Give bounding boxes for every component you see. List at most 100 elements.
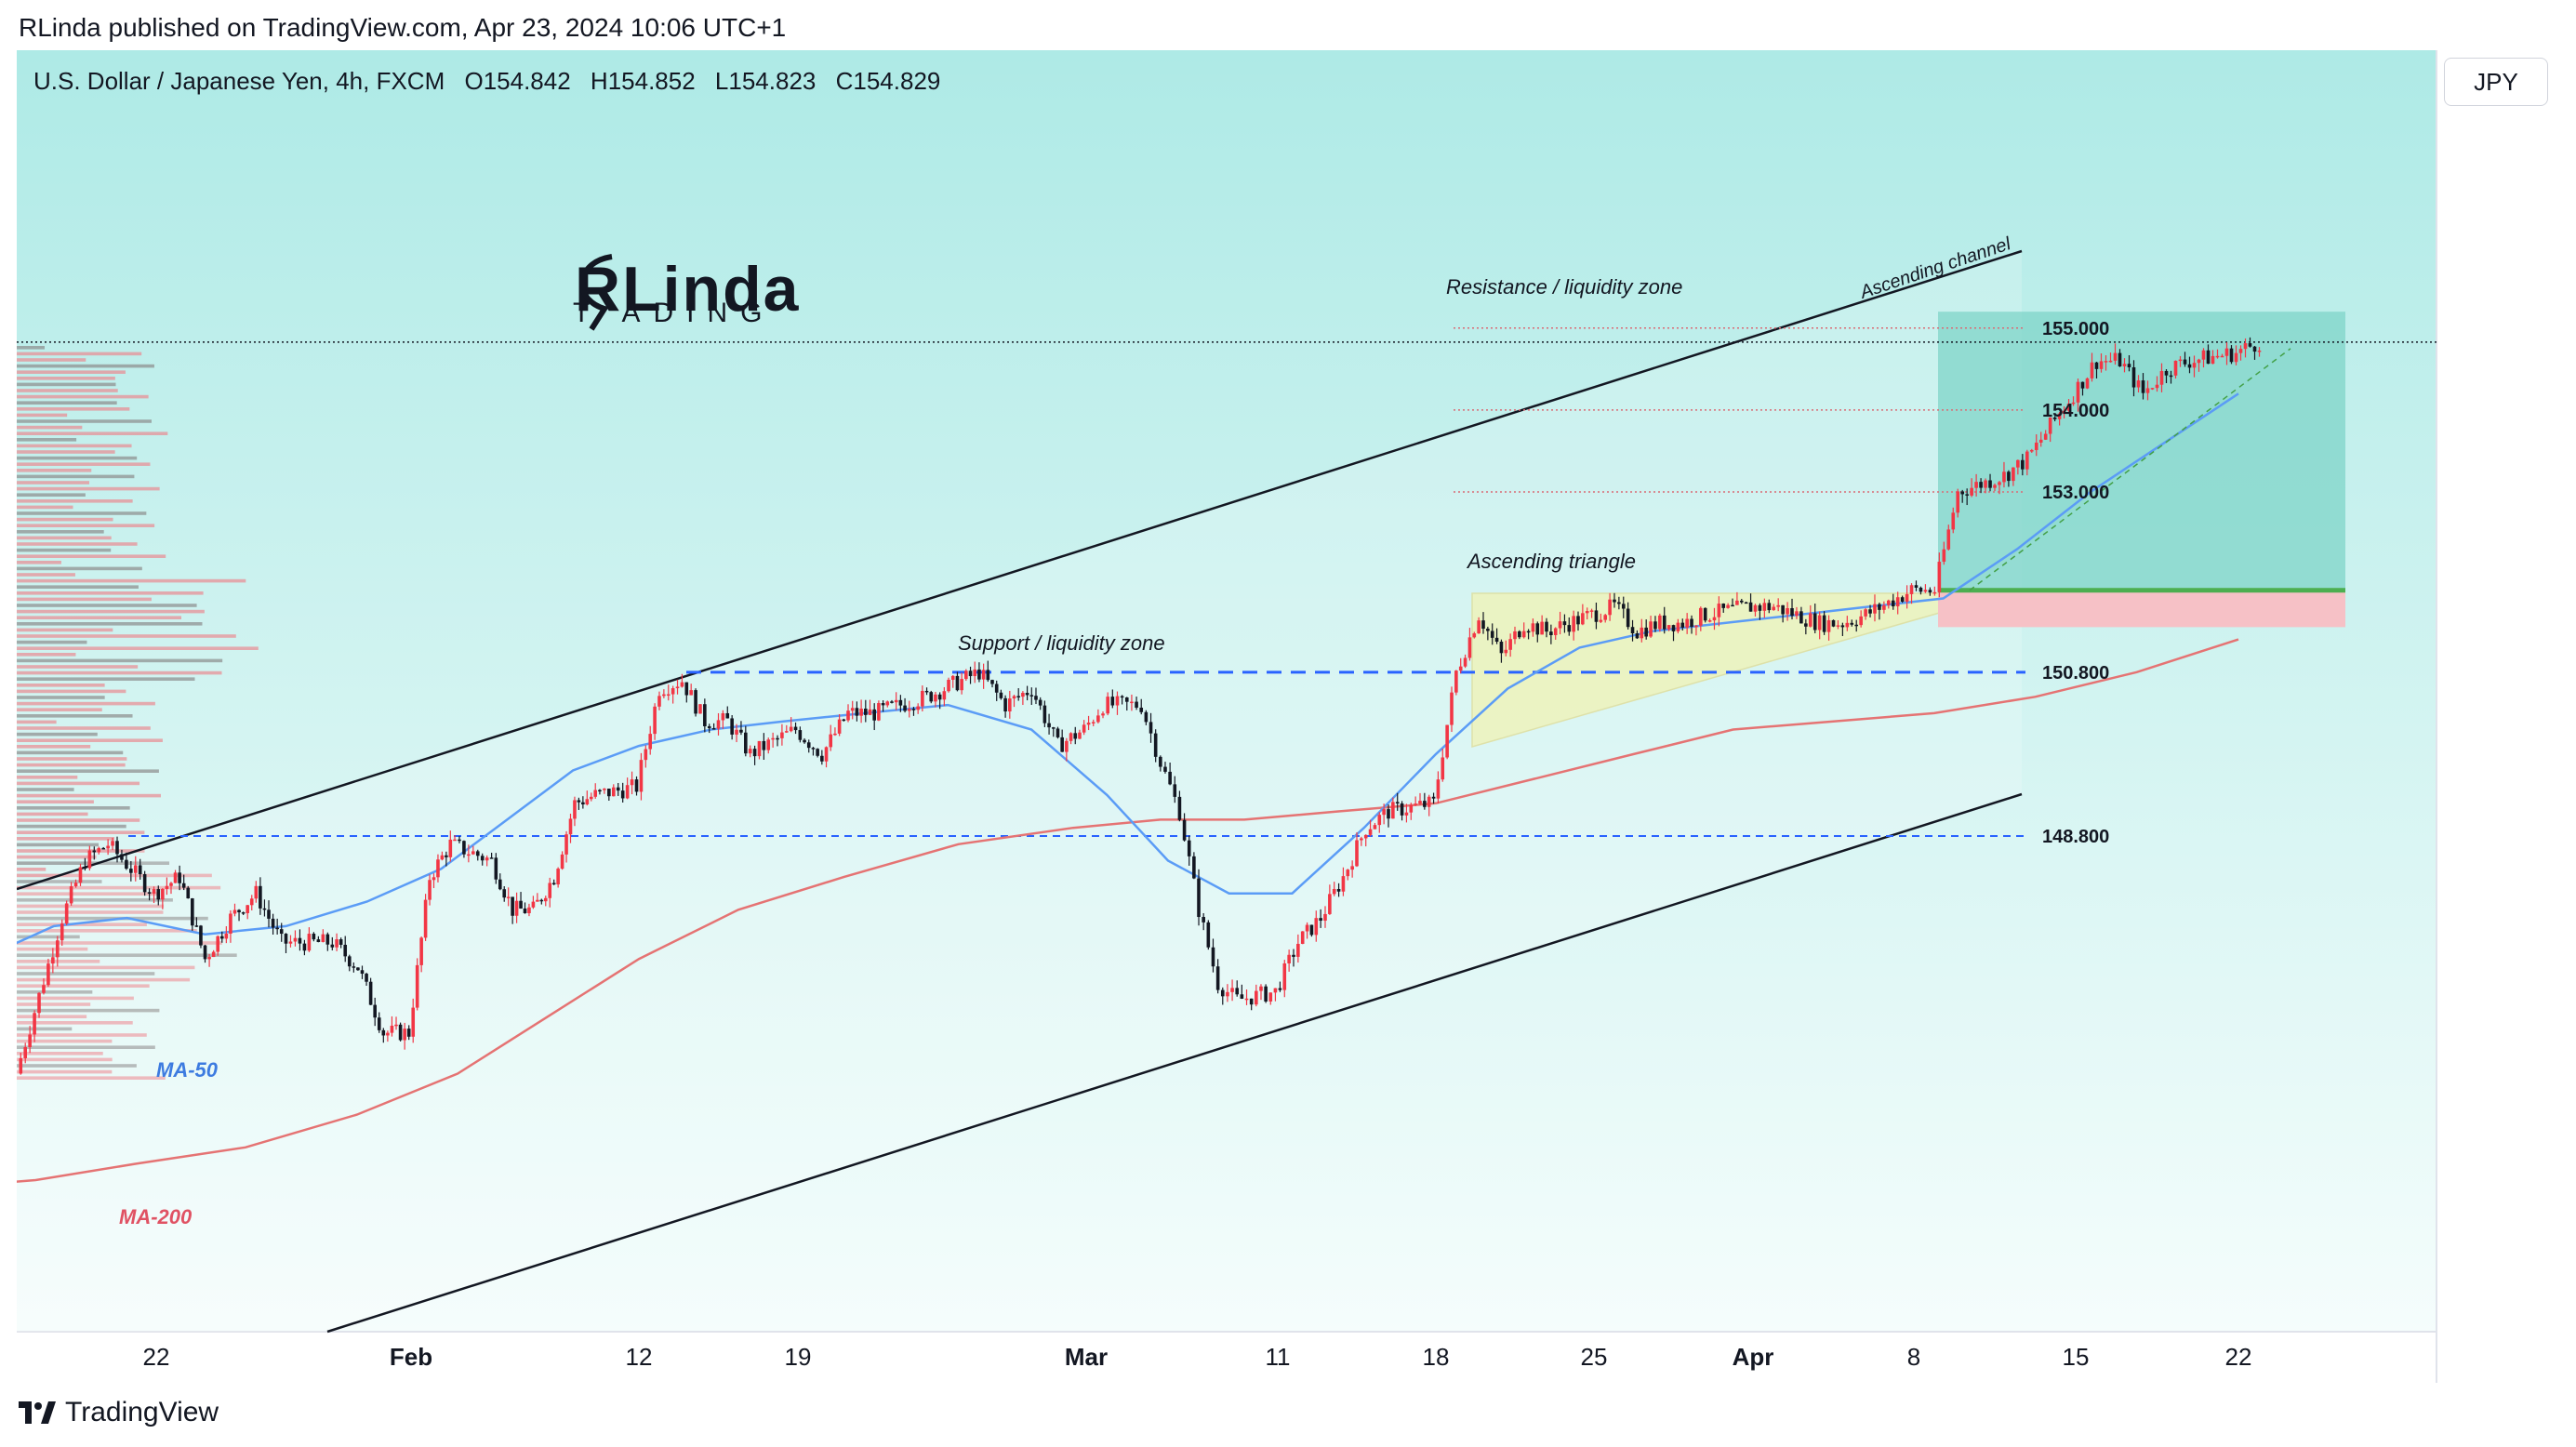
candle-body [1368, 829, 1373, 835]
candle-body [1282, 962, 1287, 990]
candle-body [1120, 696, 1124, 698]
candle-body [1220, 989, 1225, 997]
volume-profile-bar [17, 708, 102, 711]
candle-body [1521, 631, 1526, 638]
candle-body [271, 918, 275, 928]
candle-body [1259, 986, 1263, 991]
candle-body [543, 897, 548, 902]
volume-profile-bar [17, 658, 223, 663]
candle-body [1965, 494, 1969, 496]
candle-body [1445, 724, 1449, 758]
candle-body [1029, 695, 1034, 697]
candle-body [689, 690, 693, 696]
volume-profile-bar [17, 469, 92, 472]
tradingview-brand[interactable]: TradingView [65, 1397, 219, 1427]
candle-body [1268, 992, 1273, 1002]
volume-profile-bar [17, 941, 222, 945]
publisher-header: RLinda published on TradingView.com, Apr… [19, 13, 787, 42]
candle-body [1508, 639, 1512, 650]
volume-profile-bar [17, 591, 204, 595]
candle-body [1649, 621, 1653, 637]
candle-body [1804, 623, 1808, 627]
candle-body [1666, 625, 1671, 630]
candle-body [564, 834, 568, 855]
candle-body [1535, 623, 1540, 635]
candle-body [1481, 620, 1485, 630]
candle-body [1486, 629, 1490, 631]
volume-profile-bar [17, 868, 46, 871]
tradingview-logo-icon[interactable] [19, 1401, 56, 1424]
candle-body [864, 708, 868, 715]
chart-area[interactable]: Resistance / liquidity zone Support / liq… [17, 50, 2439, 1383]
candle-body [1795, 611, 1799, 617]
volume-profile-bar [17, 769, 159, 773]
volume-profile-bar [17, 677, 195, 681]
candle-body [2118, 352, 2122, 366]
candle-body [1762, 603, 1767, 611]
candle-body [1086, 723, 1091, 725]
candle-body [548, 883, 552, 898]
candle-body [820, 755, 824, 762]
candle-body [133, 865, 138, 873]
candle-body [1096, 715, 1100, 723]
candle-body [2136, 380, 2141, 388]
candle-body [1168, 771, 1172, 785]
brand-logo-top: RLinda [575, 254, 800, 325]
volume-profile-bar [17, 830, 145, 834]
ohlc-open: O154.842 [464, 67, 571, 95]
volume-profile-bar [17, 665, 139, 669]
candle-body [811, 748, 816, 750]
volume-profile-bar [17, 984, 150, 988]
candle-body [1891, 600, 1895, 607]
candle-body [1540, 621, 1544, 635]
candle-body [1073, 733, 1078, 739]
candle-body [1960, 491, 1964, 495]
candle-body [1826, 619, 1831, 632]
candle-body [1173, 784, 1177, 797]
candle-body [1427, 796, 1431, 807]
candle-body [330, 944, 335, 948]
price-chart-svg[interactable]: Resistance / liquidity zone Support / liq… [17, 50, 2439, 1383]
candle-body [1091, 722, 1095, 724]
candle-body [1182, 819, 1187, 841]
candle-body [2108, 360, 2113, 363]
candle-body [142, 874, 147, 893]
price-axis[interactable] [2437, 50, 2439, 1383]
candle-body [33, 1013, 36, 1035]
volume-profile-bar [17, 389, 118, 392]
time-axis[interactable] [17, 1332, 2437, 1383]
volume-profile-bar [17, 806, 130, 810]
volume-profile-bar [17, 456, 138, 460]
candle-body [1735, 600, 1739, 605]
candle-body [1309, 924, 1314, 936]
candle-body [1562, 621, 1567, 626]
candle-body [898, 699, 903, 706]
currency-button[interactable]: JPY [2444, 58, 2548, 106]
volume-profile-bar [17, 358, 86, 362]
volume-profile-bar [17, 793, 161, 798]
candle-body [911, 709, 916, 710]
candle-body [868, 709, 872, 715]
candle-body [232, 909, 237, 914]
volume-profile-bar [17, 364, 154, 368]
candle-body [675, 686, 680, 689]
candle-body [165, 885, 169, 889]
candle-body [955, 675, 960, 691]
candle-body [1003, 697, 1007, 712]
candle-body [1531, 623, 1535, 632]
candle-body [73, 883, 78, 887]
candle-body [846, 710, 850, 721]
candle-body [2234, 352, 2238, 363]
candle-body [1226, 991, 1229, 997]
candle-body [531, 901, 536, 908]
candle-body [698, 704, 702, 714]
volume-profile-bar [17, 450, 115, 454]
candle-body [806, 742, 811, 749]
candle-body [1572, 616, 1575, 632]
candle-body [1599, 619, 1603, 622]
time-tick: Feb [390, 1343, 432, 1371]
candle-body [2220, 355, 2224, 358]
candle-body [903, 705, 907, 711]
candle-body [2257, 350, 2262, 352]
candle-body [960, 679, 963, 691]
